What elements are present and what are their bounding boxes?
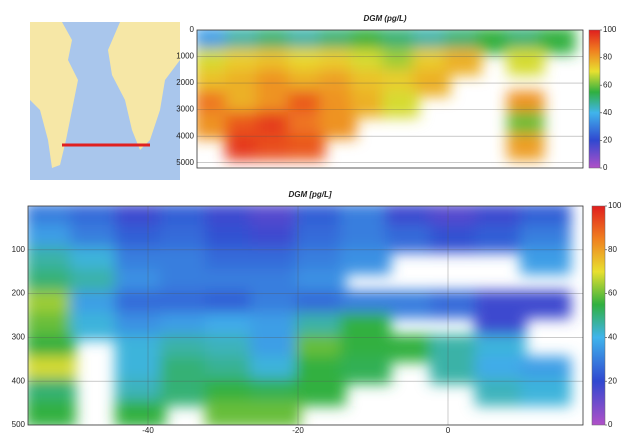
cell: [350, 90, 388, 118]
y-tick-label: 0: [190, 25, 195, 34]
chart-title: DGM [pg/L]: [288, 190, 331, 199]
cell: [385, 290, 436, 319]
cell: [115, 400, 166, 425]
colorbar-tick-label: 100: [603, 25, 617, 34]
y-tick-label: 1000: [176, 52, 194, 61]
colorbar-tick-label: 0: [608, 420, 613, 429]
cell: [385, 224, 436, 253]
cell: [295, 378, 346, 407]
cell: [385, 334, 436, 363]
cell: [430, 224, 481, 253]
field: [28, 206, 583, 425]
cell: [287, 133, 326, 161]
y-tick-label: 5000: [176, 158, 194, 167]
colorbar-tick-label: 20: [603, 136, 612, 145]
cell: [70, 312, 121, 341]
y-tick-label: 4000: [176, 131, 194, 140]
x-tick-label: -40: [142, 426, 154, 434]
field: [197, 30, 583, 163]
field-blur: [28, 206, 571, 425]
y-tick-label: 200: [12, 289, 26, 298]
colorbar-tick-label: 80: [603, 53, 612, 62]
x-tick-label: -20: [292, 426, 304, 434]
land: [30, 22, 78, 168]
cell: [340, 356, 391, 385]
cell: [506, 133, 545, 161]
y-tick-label: 100: [12, 245, 26, 254]
colorbar-tick-label: 40: [603, 108, 612, 117]
cell: [430, 290, 481, 319]
cell: [340, 246, 391, 275]
colorbar-tick-label: 0: [603, 163, 608, 172]
cell: [520, 246, 571, 275]
y-tick-label: 400: [12, 376, 26, 385]
colorbar-tick-label: 60: [608, 289, 617, 298]
cell: [475, 224, 526, 253]
colorbar-tick-label: 20: [608, 376, 617, 385]
colorbar-tick-label: 60: [603, 80, 612, 89]
y-tick-label: 2000: [176, 78, 194, 87]
cell: [205, 400, 256, 425]
plot-frame: [27, 205, 584, 426]
land: [108, 22, 180, 150]
colorbar: [591, 205, 606, 426]
cell: [319, 111, 357, 140]
cell: [506, 48, 545, 76]
colorbar: [588, 29, 601, 169]
cell: [475, 30, 513, 55]
cell: [250, 400, 301, 425]
colorbar-tick-label: 40: [608, 333, 617, 342]
cell: [430, 356, 481, 385]
cell: [225, 133, 263, 161]
cell: [28, 400, 76, 425]
y-tick-label: 300: [12, 333, 26, 342]
map: [30, 22, 180, 180]
colorbar-tick-label: 100: [608, 201, 622, 210]
chart-title: DGM (pg/L): [363, 14, 406, 23]
cell: [520, 378, 571, 407]
colorbar-tick-label: 80: [608, 245, 617, 254]
cell: [256, 133, 294, 161]
plot-frame: [196, 29, 584, 169]
cell: [160, 378, 211, 407]
y-tick-label: 500: [12, 420, 26, 429]
y-tick-label: 3000: [176, 105, 194, 114]
x-tick-label: 0: [446, 426, 451, 434]
field-blur: [197, 30, 576, 161]
cell: [444, 48, 482, 76]
cell: [475, 378, 526, 407]
cell: [381, 90, 420, 118]
cell: [520, 290, 571, 319]
cell: [538, 30, 576, 55]
